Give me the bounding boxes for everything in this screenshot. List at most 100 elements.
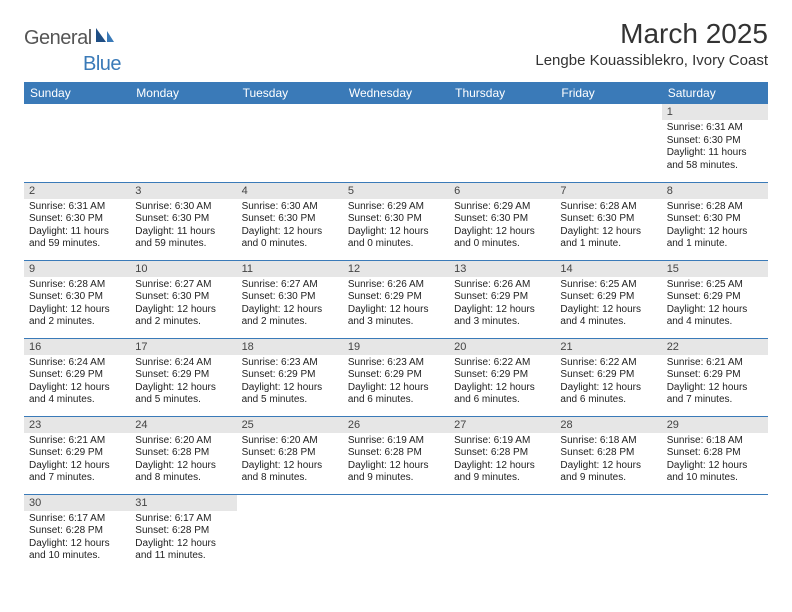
day-cell: 3Sunrise: 6:30 AMSunset: 6:30 PMDaylight…: [130, 182, 236, 260]
sunset-text: Sunset: 6:28 PM: [135, 525, 231, 538]
sunrise-text: Sunrise: 6:21 AM: [667, 357, 763, 370]
sunset-text: Sunset: 6:28 PM: [29, 525, 125, 538]
sunset-text: Sunset: 6:30 PM: [454, 213, 550, 226]
sunset-text: Sunset: 6:28 PM: [242, 447, 338, 460]
day-cell: 22Sunrise: 6:21 AMSunset: 6:29 PMDayligh…: [662, 338, 768, 416]
sunset-text: Sunset: 6:29 PM: [348, 369, 444, 382]
day-details: Sunrise: 6:21 AMSunset: 6:29 PMDaylight:…: [24, 433, 130, 485]
sunset-text: Sunset: 6:28 PM: [135, 447, 231, 460]
day-details: Sunrise: 6:19 AMSunset: 6:28 PMDaylight:…: [343, 433, 449, 485]
day-cell: .: [237, 104, 343, 182]
week-row: 9Sunrise: 6:28 AMSunset: 6:30 PMDaylight…: [24, 260, 768, 338]
daylight-text: Daylight: 12 hours and 4 minutes.: [560, 304, 656, 329]
day-number: 7: [555, 183, 661, 199]
day-details: Sunrise: 6:24 AMSunset: 6:29 PMDaylight:…: [130, 355, 236, 407]
day-cell: 20Sunrise: 6:22 AMSunset: 6:29 PMDayligh…: [449, 338, 555, 416]
dayname-sat: Saturday: [662, 82, 768, 104]
daylight-text: Daylight: 12 hours and 9 minutes.: [348, 460, 444, 485]
day-number: 28: [555, 417, 661, 433]
day-cell: .: [343, 104, 449, 182]
daylight-text: Daylight: 12 hours and 1 minute.: [560, 226, 656, 251]
sunrise-text: Sunrise: 6:17 AM: [29, 513, 125, 526]
sunrise-text: Sunrise: 6:19 AM: [348, 435, 444, 448]
day-number: 14: [555, 261, 661, 277]
sunrise-text: Sunrise: 6:31 AM: [29, 201, 125, 214]
dayname-fri: Friday: [555, 82, 661, 104]
daylight-text: Daylight: 12 hours and 0 minutes.: [348, 226, 444, 251]
day-number: 6: [449, 183, 555, 199]
day-cell: 19Sunrise: 6:23 AMSunset: 6:29 PMDayligh…: [343, 338, 449, 416]
daylight-text: Daylight: 12 hours and 9 minutes.: [560, 460, 656, 485]
day-cell: 25Sunrise: 6:20 AMSunset: 6:28 PMDayligh…: [237, 416, 343, 494]
day-cell: 12Sunrise: 6:26 AMSunset: 6:29 PMDayligh…: [343, 260, 449, 338]
day-cell: .: [237, 494, 343, 572]
sunrise-text: Sunrise: 6:30 AM: [135, 201, 231, 214]
sunset-text: Sunset: 6:29 PM: [29, 369, 125, 382]
sunset-text: Sunset: 6:30 PM: [560, 213, 656, 226]
day-cell: 13Sunrise: 6:26 AMSunset: 6:29 PMDayligh…: [449, 260, 555, 338]
sunset-text: Sunset: 6:29 PM: [454, 369, 550, 382]
daylight-text: Daylight: 12 hours and 6 minutes.: [348, 382, 444, 407]
brand-logo: General: [24, 26, 114, 51]
day-number: 30: [24, 495, 130, 511]
day-number: 13: [449, 261, 555, 277]
day-cell: .: [555, 104, 661, 182]
day-details: Sunrise: 6:23 AMSunset: 6:29 PMDaylight:…: [343, 355, 449, 407]
sunset-text: Sunset: 6:30 PM: [348, 213, 444, 226]
day-cell: 14Sunrise: 6:25 AMSunset: 6:29 PMDayligh…: [555, 260, 661, 338]
day-details: Sunrise: 6:21 AMSunset: 6:29 PMDaylight:…: [662, 355, 768, 407]
sunrise-text: Sunrise: 6:26 AM: [454, 279, 550, 292]
daylight-text: Daylight: 12 hours and 10 minutes.: [667, 460, 763, 485]
day-number: 15: [662, 261, 768, 277]
daylight-text: Daylight: 12 hours and 0 minutes.: [454, 226, 550, 251]
day-number: 11: [237, 261, 343, 277]
sunset-text: Sunset: 6:29 PM: [135, 369, 231, 382]
sunrise-text: Sunrise: 6:25 AM: [560, 279, 656, 292]
week-row: ......1Sunrise: 6:31 AMSunset: 6:30 PMDa…: [24, 104, 768, 182]
sunrise-text: Sunrise: 6:29 AM: [348, 201, 444, 214]
day-details: Sunrise: 6:18 AMSunset: 6:28 PMDaylight:…: [555, 433, 661, 485]
daylight-text: Daylight: 12 hours and 4 minutes.: [29, 382, 125, 407]
day-cell: .: [449, 494, 555, 572]
sunset-text: Sunset: 6:29 PM: [29, 447, 125, 460]
dayname-row: Sunday Monday Tuesday Wednesday Thursday…: [24, 82, 768, 104]
sunrise-text: Sunrise: 6:22 AM: [560, 357, 656, 370]
day-cell: .: [555, 494, 661, 572]
sunset-text: Sunset: 6:30 PM: [667, 135, 763, 148]
daylight-text: Daylight: 12 hours and 2 minutes.: [242, 304, 338, 329]
day-details: Sunrise: 6:27 AMSunset: 6:30 PMDaylight:…: [237, 277, 343, 329]
sunrise-text: Sunrise: 6:19 AM: [454, 435, 550, 448]
day-details: Sunrise: 6:28 AMSunset: 6:30 PMDaylight:…: [662, 199, 768, 251]
day-cell: 2Sunrise: 6:31 AMSunset: 6:30 PMDaylight…: [24, 182, 130, 260]
day-cell: 26Sunrise: 6:19 AMSunset: 6:28 PMDayligh…: [343, 416, 449, 494]
daylight-text: Daylight: 12 hours and 5 minutes.: [135, 382, 231, 407]
sunrise-text: Sunrise: 6:24 AM: [135, 357, 231, 370]
day-number: 9: [24, 261, 130, 277]
sunset-text: Sunset: 6:29 PM: [348, 291, 444, 304]
day-details: Sunrise: 6:30 AMSunset: 6:30 PMDaylight:…: [237, 199, 343, 251]
day-details: Sunrise: 6:19 AMSunset: 6:28 PMDaylight:…: [449, 433, 555, 485]
day-cell: .: [343, 494, 449, 572]
day-details: Sunrise: 6:18 AMSunset: 6:28 PMDaylight:…: [662, 433, 768, 485]
day-details: Sunrise: 6:29 AMSunset: 6:30 PMDaylight:…: [449, 199, 555, 251]
day-details: Sunrise: 6:25 AMSunset: 6:29 PMDaylight:…: [662, 277, 768, 329]
day-details: Sunrise: 6:20 AMSunset: 6:28 PMDaylight:…: [237, 433, 343, 485]
day-cell: 15Sunrise: 6:25 AMSunset: 6:29 PMDayligh…: [662, 260, 768, 338]
day-cell: 16Sunrise: 6:24 AMSunset: 6:29 PMDayligh…: [24, 338, 130, 416]
day-cell: 5Sunrise: 6:29 AMSunset: 6:30 PMDaylight…: [343, 182, 449, 260]
day-details: Sunrise: 6:31 AMSunset: 6:30 PMDaylight:…: [662, 120, 768, 172]
day-cell: 1Sunrise: 6:31 AMSunset: 6:30 PMDaylight…: [662, 104, 768, 182]
day-cell: .: [24, 104, 130, 182]
day-details: Sunrise: 6:31 AMSunset: 6:30 PMDaylight:…: [24, 199, 130, 251]
brand-part2: Blue: [83, 53, 121, 75]
daylight-text: Daylight: 12 hours and 0 minutes.: [242, 226, 338, 251]
daylight-text: Daylight: 12 hours and 4 minutes.: [667, 304, 763, 329]
week-row: 16Sunrise: 6:24 AMSunset: 6:29 PMDayligh…: [24, 338, 768, 416]
sunset-text: Sunset: 6:30 PM: [242, 291, 338, 304]
day-number: 19: [343, 339, 449, 355]
sunrise-text: Sunrise: 6:20 AM: [242, 435, 338, 448]
brand-part1: General: [24, 27, 92, 50]
sunset-text: Sunset: 6:30 PM: [242, 213, 338, 226]
day-number: 10: [130, 261, 236, 277]
sunrise-text: Sunrise: 6:28 AM: [560, 201, 656, 214]
